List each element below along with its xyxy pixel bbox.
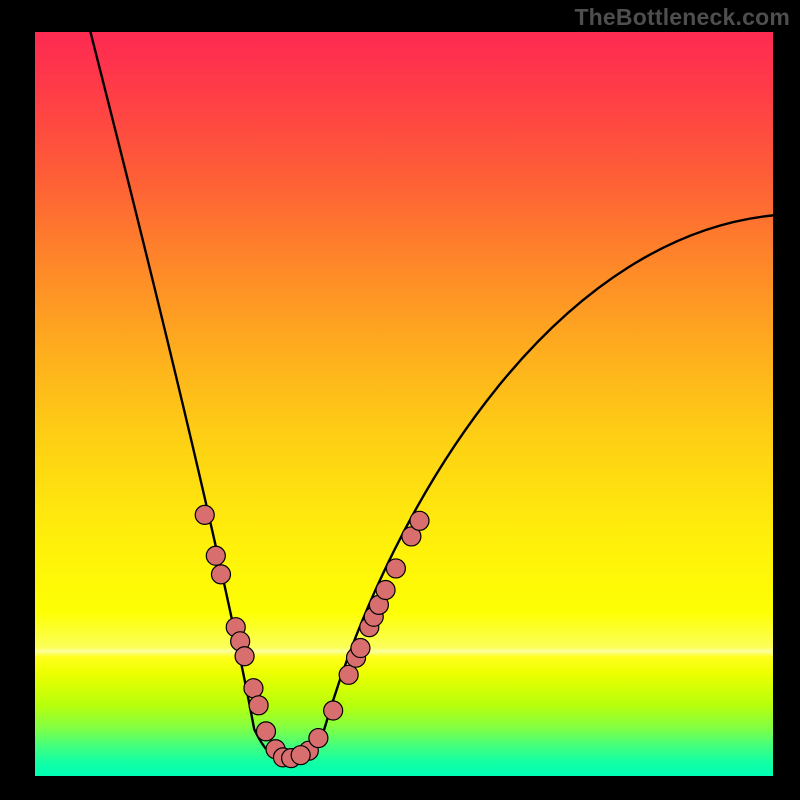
data-marker xyxy=(211,565,230,584)
data-marker xyxy=(351,639,370,658)
data-marker xyxy=(410,511,429,530)
data-marker xyxy=(324,701,343,720)
watermark-text: TheBottleneck.com xyxy=(574,4,790,31)
data-marker xyxy=(291,746,310,765)
data-marker xyxy=(244,679,263,698)
data-marker xyxy=(376,581,395,600)
data-marker xyxy=(249,696,268,715)
data-marker xyxy=(235,647,254,666)
data-marker xyxy=(339,665,358,684)
data-marker xyxy=(256,722,275,741)
data-marker xyxy=(195,505,214,524)
gradient-background xyxy=(35,32,773,776)
data-marker xyxy=(386,559,405,578)
chart-frame: TheBottleneck.com xyxy=(0,0,800,800)
data-marker xyxy=(206,546,225,565)
data-marker xyxy=(309,729,328,748)
bottleneck-chart xyxy=(35,32,773,776)
